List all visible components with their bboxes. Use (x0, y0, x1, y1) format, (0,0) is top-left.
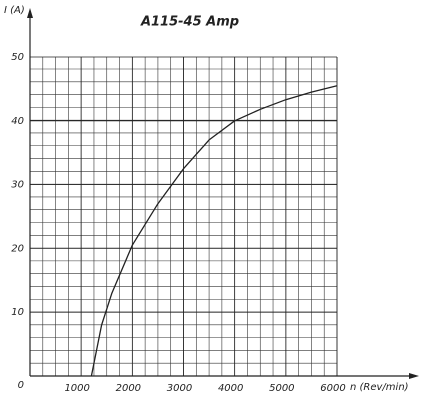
x-tick-label: 1000 (64, 383, 89, 394)
y-tick-label: 50 (11, 52, 24, 63)
y-tick-label: 20 (11, 243, 24, 254)
y-axis-label: I (A) (4, 5, 25, 16)
x-axis-label: n (Rev/min) (350, 382, 409, 393)
x-tick-label: 3000 (167, 383, 192, 394)
x-tick-label: 4000 (218, 383, 243, 394)
x-tick-label: 6000 (320, 383, 345, 394)
y-tick-label: 0 (18, 380, 24, 391)
y-tick-label: 30 (11, 180, 24, 191)
x-axis-arrow (409, 373, 419, 379)
y-axis-arrow (27, 8, 33, 18)
x-tick-label: 5000 (269, 383, 294, 394)
chart-title: A115-45 Amp (140, 15, 239, 30)
x-tick-label: 2000 (116, 383, 141, 394)
y-tick-label: 40 (11, 116, 24, 127)
y-tick-label: 10 (11, 307, 24, 318)
line (90, 85, 338, 377)
